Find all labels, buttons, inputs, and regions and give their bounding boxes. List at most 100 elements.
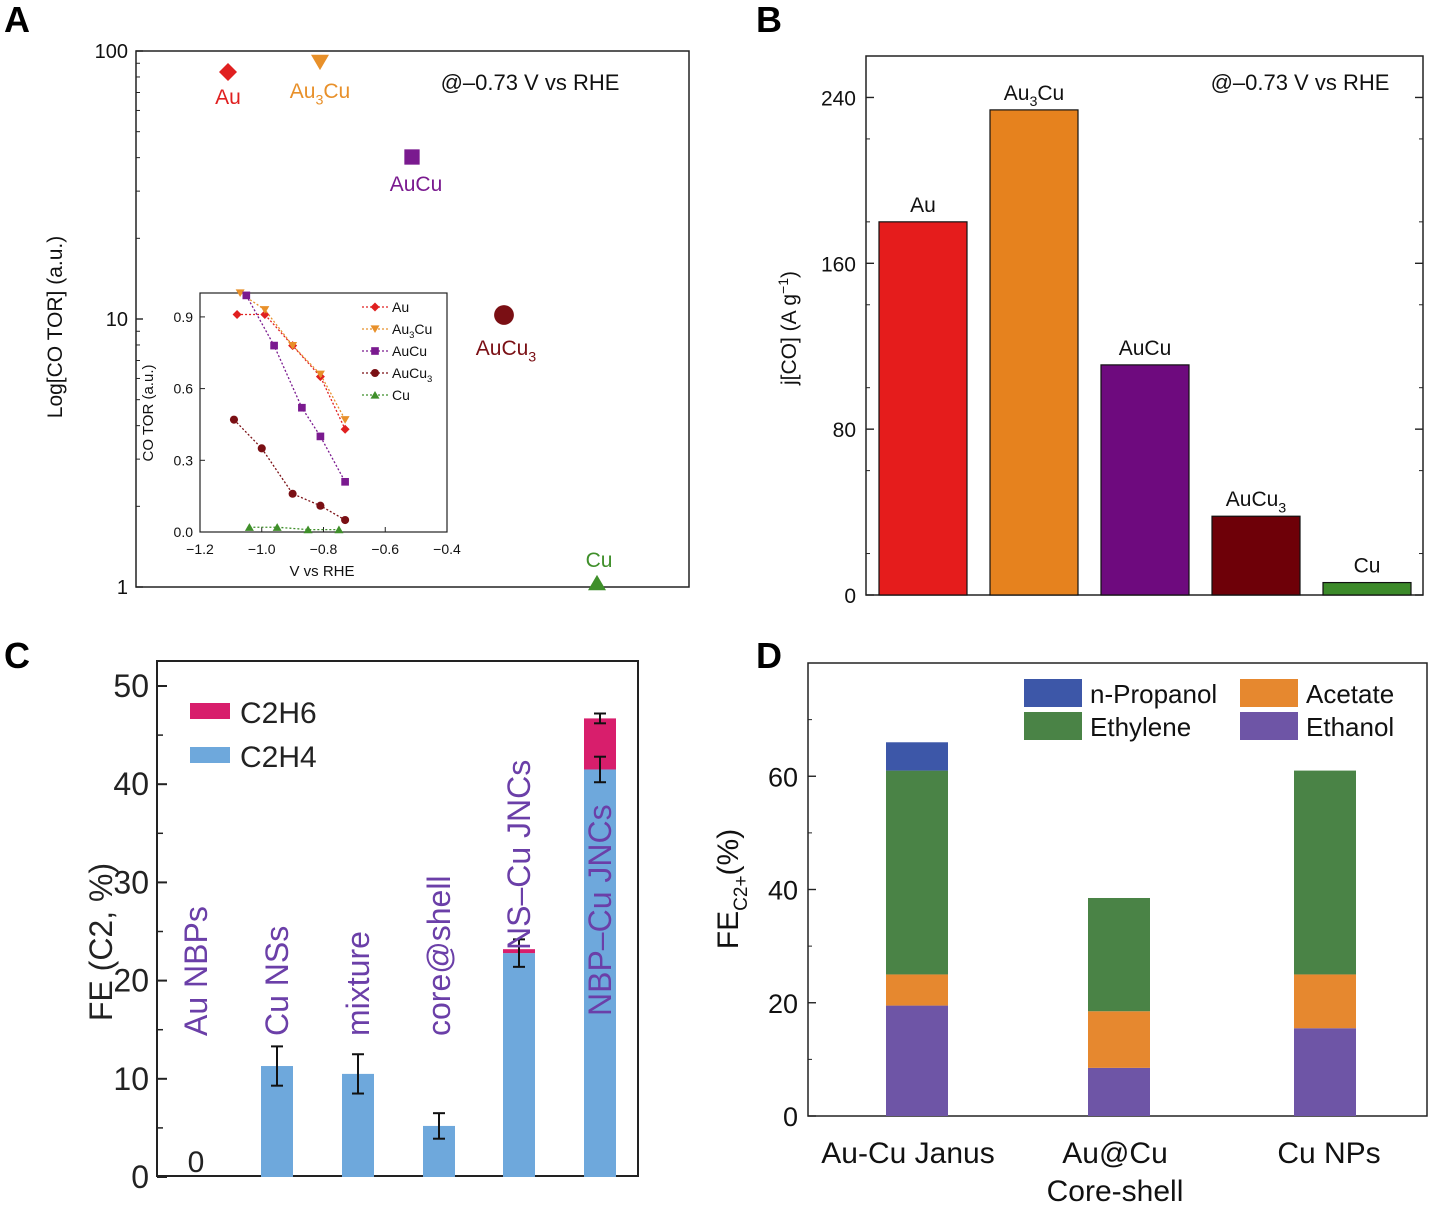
panel-d-legend-label-acetate: Acetate [1306, 679, 1394, 709]
inset-point-aucu3 [288, 489, 297, 498]
panel-a-ytick-label: 10 [106, 309, 128, 331]
inset-series [229, 289, 350, 534]
inset-point-aucu [341, 477, 349, 486]
inset-legend-label-au3cu-tail: Cu [414, 321, 432, 337]
panel-d-ylabel-sub: C2+ [731, 875, 752, 910]
inset-xtick-label: −0.4 [433, 541, 461, 557]
panel-b-bar-label-au3cu-sub: 3 [1029, 94, 1037, 110]
panel-d-ylabel-main: FE [712, 911, 745, 949]
panel-a: A @–0.73 V vs RHE Log[CO TOR] (a.u.) 1 10… [4, 0, 690, 599]
inset-point-au [340, 424, 350, 434]
panel-a-y-axis: 1 10 100 [95, 41, 143, 599]
panel-b-label: B [756, 0, 782, 40]
inset-legend-marker-au3cu [370, 325, 380, 334]
inset-series-line-cu [249, 526, 339, 531]
inset-ylabel: CO TOR (a.u.) [140, 365, 157, 462]
panel-a-point-label-cu: Cu [586, 549, 613, 572]
panel-c-category-label: Cu NSs [259, 926, 295, 1036]
panel-c-ytick-label: 20 [113, 963, 149, 999]
inset-point-au3cu [340, 416, 350, 424]
inset-ytick-label: 0.0 [174, 524, 194, 540]
panel-d-bar-ethylene [1088, 897, 1150, 1012]
panel-b-bar-cu [1322, 581, 1412, 596]
panel-c-category-label: NS–Cu JNCs [501, 760, 537, 950]
panel-a-inset: −1.2 −1.0 −0.8 −0.6 −0.40.00.30.60.9 AuAu3Cu… [140, 289, 461, 580]
panel-c-category-label: core@shell [421, 875, 457, 1036]
panel-d-bar-ethanol [1088, 1067, 1150, 1116]
inset-legend-label-au-main: Au [392, 299, 409, 315]
inset-xtick-label: −0.8 [310, 541, 338, 557]
panel-c-bars: Au NBPs Cu NSs mixture core@shell NS–Cu JNCs… [178, 712, 618, 1179]
panel-d-ytick-label: 20 [768, 989, 798, 1019]
panel-c-y-axis: 0 10 20 30 40 50 [113, 668, 167, 1195]
panel-b-bar-label-au3cu-tail: Cu [1037, 82, 1064, 105]
inset-point-cu [272, 523, 282, 531]
inset-point-au [232, 310, 242, 320]
panel-c-ylabel: FE (C2, %) [83, 863, 119, 1021]
panel-c-category-label: Au NBPs [178, 906, 214, 1036]
inset-legend-label-aucu3-sub: 3 [427, 374, 432, 385]
panel-d-bar-ethylene [886, 770, 948, 975]
panel-c-frame [156, 660, 639, 1177]
panel-d-bar-ethanol [1294, 1028, 1356, 1116]
panel-d-legend-label-ethanol: Ethanol [1306, 712, 1394, 742]
panel-b-bar-label-au: Au [910, 194, 936, 217]
panel-c-bar-c2h4 [503, 953, 535, 1177]
panel-d-label: D [756, 635, 782, 676]
panel-d-legend-swatch-n-propanol [1024, 679, 1082, 707]
panel-a-point-label-au3cu: Au3Cu [290, 80, 350, 108]
panel-b-bar-label-aucu3: AuCu3 [1226, 488, 1287, 516]
panel-b-bar-label-cu-main: Cu [1354, 555, 1381, 578]
panel-d: D FEC2+(%) 0 20 40 60 Au-Cu Janus Au@Cu Core-… [712, 635, 1428, 1208]
panel-b-bar-aucu3 [1211, 515, 1301, 596]
panel-d-bar-ethylene [1294, 770, 1356, 975]
panel-d-legend-label-ethylene: Ethylene [1090, 712, 1191, 742]
panel-a-annotation: @–0.73 V vs RHE [441, 70, 620, 95]
inset-point-aucu [242, 291, 251, 300]
panel-c-ytick-label: 10 [113, 1061, 149, 1097]
inset-ytick-label: 0.6 [174, 381, 194, 397]
panel-d-legend: n-Propanol Acetate Ethylene Ethanol [1024, 679, 1394, 742]
panel-c-legend-swatch-c2h4 [190, 747, 230, 763]
inset-legend-marker-cu [370, 390, 380, 399]
panel-c-ytick-label: 30 [113, 864, 149, 900]
inset-legend-label-au3cu: Au3Cu [392, 321, 432, 341]
panel-b-bar-aucu [1100, 364, 1190, 596]
panel-d-bar-acetate [1294, 974, 1356, 1029]
panel-b-ytick-label: 240 [821, 87, 856, 110]
panel-c-legend-swatch-c2h6 [190, 703, 230, 719]
panel-c: C FE (C2, %) 0 10 20 30 40 50 Au NBPs Cu NSs mi… [4, 635, 639, 1195]
panel-d-category-label-line2: Core-shell [1047, 1175, 1184, 1208]
panel-d-bar-n-propanol [886, 742, 948, 771]
inset-point-aucu3 [229, 415, 239, 424]
inset-point-au3cu [315, 370, 325, 379]
inset-xlabel: V vs RHE [289, 563, 354, 580]
panel-d-legend-swatch-ethanol [1240, 712, 1298, 740]
panel-b-bar-label-cu: Cu [1354, 555, 1381, 578]
panel-a-point-label-aucu3-sub: 3 [528, 349, 536, 365]
panel-c-category-label: mixture [340, 931, 376, 1036]
panel-d-bar-acetate [886, 974, 948, 1006]
panel-d-ytick-label: 40 [768, 876, 798, 906]
inset-legend-label-aucu3: AuCu3 [392, 365, 432, 385]
panel-a-point-label-aucu-main: AuCu [390, 173, 443, 196]
inset-point-au3cu [288, 341, 298, 350]
inset-ytick-label: 0.3 [174, 452, 194, 468]
inset-axes: −1.2 −1.0 −0.8 −0.6 −0.4 0.0 0.3 0.6 0.9 [174, 309, 462, 557]
inset-point-aucu3 [257, 444, 266, 453]
panel-b: B @–0.73 V vs RHE j[CO] (A g−1) 0 80 160 24… [756, 0, 1424, 608]
inset-legend-marker-aucu [371, 347, 379, 355]
panel-a-point-label-cu-main: Cu [586, 549, 613, 572]
panel-a-point-label-au-main: Au [215, 86, 241, 109]
panel-a-ytick-label: 100 [95, 41, 128, 63]
inset-legend-label-aucu-main: AuCu [392, 343, 427, 359]
panel-a-label: A [4, 0, 30, 40]
panel-b-ylabel: j[CO] (A g−1) [775, 271, 801, 386]
panel-a-point-aucu3 [494, 305, 514, 325]
panel-c-ytick-label: 50 [113, 668, 149, 704]
inset-legend-label-au3cu-main: Au [392, 321, 409, 337]
panel-b-bar-label-aucu3-main: AuCu [1226, 488, 1279, 511]
panel-b-bar-au [878, 221, 968, 596]
